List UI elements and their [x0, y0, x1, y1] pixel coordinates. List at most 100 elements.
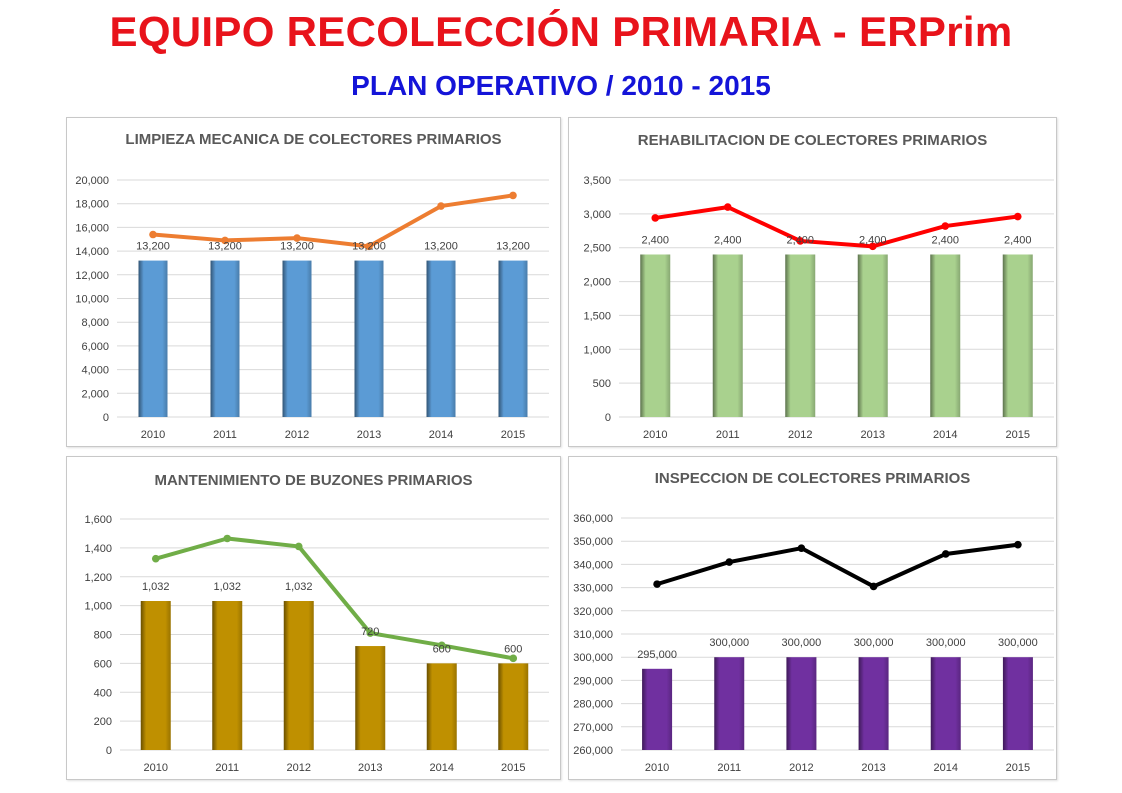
y-tick-label: 360,000: [573, 513, 613, 525]
x-tick-label: 2014: [430, 762, 454, 774]
x-tick-label: 2014: [934, 762, 958, 774]
line-point-2013: [869, 582, 878, 591]
y-tick-label: 6,000: [81, 341, 109, 353]
y-tick-label: 3,000: [583, 209, 611, 221]
data-label: 300,000: [998, 637, 1038, 649]
data-label: 295,000: [637, 649, 677, 661]
x-tick-label: 2012: [789, 762, 813, 774]
line-point-2013: [366, 629, 375, 637]
line-point-2010: [653, 580, 661, 588]
bar-2015: [498, 663, 529, 750]
y-tick-label: 3,500: [583, 175, 611, 187]
x-tick-label: 2014: [933, 429, 957, 441]
bar-2010: [640, 254, 671, 417]
bar-2012: [282, 260, 312, 417]
data-label: 600: [504, 643, 522, 655]
line-point-2015: [509, 191, 517, 200]
y-tick-label: 290,000: [573, 675, 613, 687]
bar-2012: [785, 254, 816, 417]
bar-2011: [714, 657, 745, 750]
chart-title: INSPECCION DE COLECTORES PRIMARIOS: [655, 470, 971, 487]
line-point-2014: [437, 202, 445, 210]
bar-2012: [283, 601, 314, 750]
data-label: 1,032: [213, 581, 241, 593]
chart-panel-mantenimiento: MANTENIMIENTO DE BUZONES PRIMARIOS 0 200 40…: [66, 456, 561, 780]
x-tick-label: 2012: [285, 429, 309, 441]
line-point-2012: [796, 237, 805, 245]
y-tick-label: 18,000: [75, 199, 109, 211]
data-label: 13,200: [496, 241, 530, 253]
bar-2012: [786, 657, 817, 750]
y-tick-label: 280,000: [573, 699, 613, 711]
y-tick-label: 350,000: [573, 536, 613, 548]
bar-2010: [138, 260, 168, 417]
data-label: 1,032: [285, 581, 313, 593]
page-subtitle: PLAN OPERATIVO / 2010 - 2015: [351, 70, 771, 101]
y-tick-label: 1,200: [84, 572, 112, 584]
y-tick-label: 1,000: [583, 344, 611, 356]
data-label: 300,000: [854, 637, 894, 649]
y-tick-label: 310,000: [573, 629, 613, 641]
bar-2011: [210, 260, 240, 417]
y-tick-label: 16,000: [75, 222, 109, 234]
chart-title: REHABILITACION DE COLECTORES PRIMARIOS: [638, 132, 987, 149]
x-tick-label: 2015: [501, 762, 525, 774]
data-label: 300,000: [782, 637, 822, 649]
data-label: 2,400: [641, 234, 669, 246]
y-tick-label: 2,000: [583, 277, 611, 289]
chart-limpieza: LIMPIEZA MECANICA DE COLECTORES PRIMARIO…: [75, 131, 549, 441]
data-label: 2,400: [1004, 234, 1032, 246]
x-tick-label: 2011: [716, 429, 740, 441]
y-tick-label: 1,600: [84, 514, 112, 526]
data-label: 13,200: [280, 241, 314, 253]
x-tick-label: 2011: [213, 429, 237, 441]
line-point-2012: [797, 544, 806, 552]
bar-2014: [426, 260, 456, 417]
line-point-2012: [293, 234, 301, 242]
line-point-2012: [294, 542, 303, 551]
y-tick-label: 1,000: [84, 601, 112, 613]
bar-2013: [858, 657, 889, 750]
line-point-2015: [1014, 540, 1022, 549]
y-tick-label: 14,000: [75, 246, 109, 258]
chart-title: LIMPIEZA MECANICA DE COLECTORES PRIMARIO…: [125, 131, 501, 148]
line-point-2015: [1013, 212, 1022, 221]
y-tick-label: 4,000: [81, 365, 109, 377]
y-tick-label: 2,000: [81, 388, 109, 400]
bar-2013: [355, 646, 386, 750]
y-tick-label: 260,000: [573, 745, 613, 757]
line-point-2010: [151, 554, 160, 563]
data-label: 13,200: [424, 241, 458, 253]
chart-panel-limpieza: LIMPIEZA MECANICA DE COLECTORES PRIMARIO…: [66, 117, 561, 447]
data-label: 2,400: [714, 234, 742, 246]
bar-2010: [140, 601, 171, 750]
bar-2015: [498, 260, 528, 417]
line-point-2011: [725, 558, 734, 566]
x-tick-label: 2011: [717, 762, 741, 774]
x-tick-label: 2015: [1006, 762, 1030, 774]
data-label: 1,032: [142, 581, 170, 593]
x-tick-label: 2013: [861, 429, 885, 441]
y-tick-label: 600: [94, 658, 112, 670]
y-tick-label: 0: [106, 745, 112, 757]
bar-2014: [930, 254, 961, 417]
line-series: [655, 542, 1020, 589]
bar-2011: [712, 254, 743, 417]
y-tick-label: 20,000: [75, 175, 109, 187]
line-series: [151, 193, 515, 249]
data-label: 300,000: [926, 637, 966, 649]
x-tick-label: 2010: [643, 429, 667, 441]
y-tick-label: 1,400: [84, 543, 112, 555]
x-tick-label: 2010: [141, 429, 165, 441]
bar-2011: [212, 601, 243, 750]
data-label: 13,200: [352, 241, 386, 253]
y-tick-label: 400: [94, 687, 112, 699]
line-point-2015: [509, 654, 518, 663]
y-tick-label: 1,500: [583, 310, 611, 322]
chart-mantenimiento: MANTENIMIENTO DE BUZONES PRIMARIOS 0 200 40…: [84, 472, 549, 774]
bar-2013: [354, 260, 384, 417]
line-series: [653, 205, 1020, 249]
y-tick-label: 300,000: [573, 652, 613, 664]
y-tick-label: 0: [103, 412, 109, 424]
y-tick-label: 200: [94, 716, 112, 728]
